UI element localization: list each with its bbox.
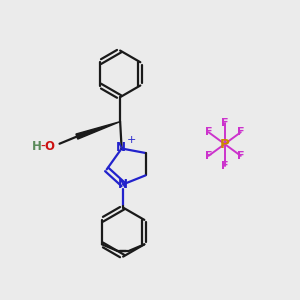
Text: H: H xyxy=(32,140,41,153)
Text: -: - xyxy=(41,140,46,153)
Text: F: F xyxy=(205,151,212,161)
Text: N: N xyxy=(116,141,126,154)
Text: +: + xyxy=(127,135,136,145)
Text: F: F xyxy=(221,118,228,128)
Text: F: F xyxy=(221,160,228,170)
Text: F: F xyxy=(205,127,212,137)
Text: P: P xyxy=(220,137,230,151)
Text: F: F xyxy=(237,151,244,161)
Text: F: F xyxy=(237,127,244,137)
Polygon shape xyxy=(76,122,120,139)
Text: N: N xyxy=(118,178,128,191)
Text: O: O xyxy=(44,140,54,153)
